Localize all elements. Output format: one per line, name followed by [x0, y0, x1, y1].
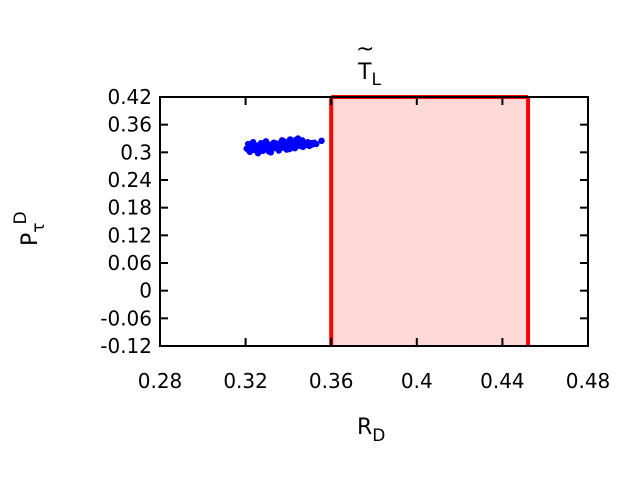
- y-tick-label: 0.36: [107, 113, 152, 137]
- shaded-region: [331, 97, 529, 346]
- y-tick-label: 0.24: [107, 168, 152, 192]
- data-point: [292, 136, 300, 144]
- x-tick-labels: 0.28 0.32 0.36 0.4 0.44 0.48: [138, 369, 611, 393]
- data-point: [286, 145, 293, 153]
- chart-title-sub: L: [371, 70, 381, 90]
- plot-frame: [159, 96, 589, 347]
- svg-text:PτD: PτD: [11, 211, 49, 246]
- data-point: [265, 148, 272, 155]
- data-point: [260, 140, 267, 148]
- y-tick-label: 0.18: [107, 196, 152, 220]
- x-tick-label: 0.4: [401, 369, 433, 393]
- y-tick-label: 0.42: [107, 85, 152, 109]
- x-axis-title-sub: D: [372, 426, 385, 446]
- data-point: [274, 144, 282, 151]
- y-axis-title: PτD: [11, 211, 49, 246]
- data-point: [255, 147, 263, 154]
- y-tick-label: 0: [139, 279, 152, 303]
- y-axis-title-sub: τ: [29, 222, 49, 232]
- y-tick-label: 0.12: [107, 223, 152, 247]
- chart-title: TL: [357, 60, 381, 90]
- data-point: [245, 147, 253, 154]
- y-tick-labels: -0.12 -0.06 0 0.06 0.12 0.18 0.24 0.3 0.36 0.42: [100, 85, 152, 358]
- x-tick-label: 0.32: [223, 369, 268, 393]
- y-tick-label: -0.12: [100, 334, 152, 358]
- shaded-region-layer: [331, 97, 529, 346]
- data-point: [313, 140, 320, 148]
- data-point: [299, 137, 306, 144]
- data-point: [280, 138, 288, 145]
- tick-marks: [159, 96, 589, 347]
- chart-title-main: T: [357, 60, 372, 85]
- x-tick-label: 0.44: [480, 369, 525, 393]
- x-tick-label: 0.28: [138, 369, 183, 393]
- data-point: [318, 137, 325, 145]
- chart-title-accent: ~: [356, 37, 374, 62]
- x-tick-label: 0.48: [566, 369, 611, 393]
- data-points-layer: [243, 135, 325, 157]
- x-axis-title: RD: [357, 415, 385, 446]
- y-axis-title-main: P: [18, 233, 43, 246]
- x-axis-title-main: R: [357, 415, 372, 440]
- y-tick-label: -0.06: [100, 306, 152, 330]
- data-point: [250, 141, 257, 149]
- y-tick-label: 0.06: [107, 251, 152, 275]
- x-tick-label: 0.36: [309, 369, 354, 393]
- y-axis-title-sup: D: [11, 211, 31, 224]
- y-tick-label: 0.3: [120, 140, 152, 164]
